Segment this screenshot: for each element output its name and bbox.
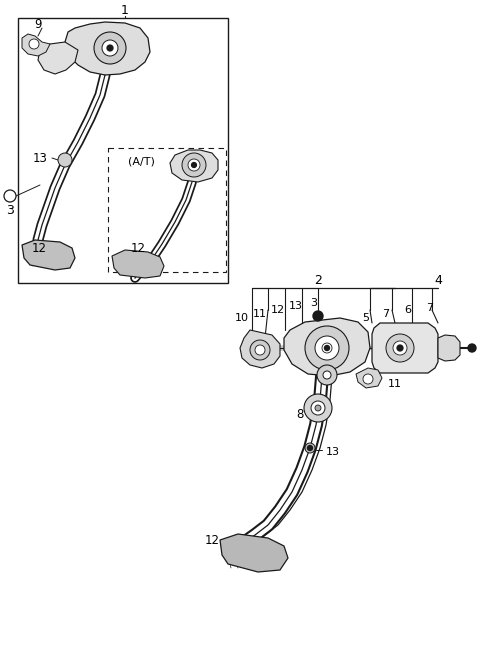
Circle shape	[107, 45, 113, 51]
Text: 8: 8	[296, 409, 304, 422]
Circle shape	[323, 371, 331, 379]
Text: 1: 1	[121, 3, 129, 16]
Circle shape	[311, 401, 325, 415]
Polygon shape	[65, 22, 150, 75]
Bar	[18, 18, 228, 283]
Polygon shape	[220, 534, 288, 572]
Text: 4: 4	[434, 274, 442, 287]
Circle shape	[62, 157, 68, 163]
Circle shape	[304, 394, 332, 422]
Circle shape	[192, 163, 196, 167]
Circle shape	[317, 365, 337, 385]
Polygon shape	[372, 323, 438, 373]
Text: 6: 6	[405, 305, 411, 315]
Polygon shape	[22, 240, 75, 270]
Polygon shape	[38, 42, 78, 74]
Circle shape	[315, 336, 339, 360]
Circle shape	[324, 346, 329, 350]
Circle shape	[468, 344, 476, 352]
Circle shape	[29, 39, 39, 49]
Circle shape	[255, 345, 265, 355]
Text: 12: 12	[131, 241, 145, 255]
Circle shape	[94, 32, 126, 64]
Polygon shape	[438, 335, 460, 361]
Text: 12: 12	[205, 533, 220, 546]
Polygon shape	[170, 150, 218, 182]
Text: 7: 7	[426, 303, 433, 313]
Circle shape	[188, 159, 200, 171]
Circle shape	[322, 343, 332, 353]
Circle shape	[315, 405, 321, 411]
Bar	[108, 148, 226, 272]
Text: 3: 3	[6, 203, 14, 216]
Text: 10: 10	[235, 313, 249, 323]
Polygon shape	[284, 318, 370, 376]
Circle shape	[182, 153, 206, 177]
Circle shape	[393, 341, 407, 355]
Text: 5: 5	[362, 313, 370, 323]
Circle shape	[250, 340, 270, 360]
Text: 11: 11	[388, 379, 402, 389]
Circle shape	[308, 445, 312, 451]
Text: 7: 7	[383, 309, 390, 319]
Text: 3: 3	[311, 298, 317, 308]
Text: 9: 9	[34, 18, 42, 30]
Text: 11: 11	[253, 309, 267, 319]
Text: 13: 13	[289, 301, 303, 311]
Polygon shape	[240, 330, 280, 368]
Circle shape	[102, 40, 118, 56]
Text: 12: 12	[271, 305, 285, 315]
Circle shape	[305, 326, 349, 370]
Circle shape	[386, 334, 414, 362]
Circle shape	[4, 190, 16, 202]
Circle shape	[305, 443, 315, 453]
Circle shape	[313, 311, 323, 321]
Text: 2: 2	[314, 274, 322, 287]
Circle shape	[58, 153, 72, 167]
Text: 13: 13	[33, 152, 48, 165]
Circle shape	[397, 345, 403, 351]
Polygon shape	[22, 34, 50, 56]
Text: (A/T): (A/T)	[128, 157, 155, 167]
Text: 13: 13	[326, 447, 340, 457]
Polygon shape	[356, 368, 382, 388]
Text: 12: 12	[32, 241, 47, 255]
Circle shape	[363, 374, 373, 384]
Polygon shape	[112, 250, 164, 278]
